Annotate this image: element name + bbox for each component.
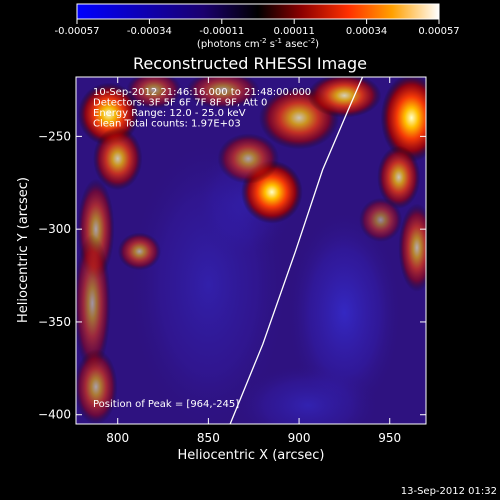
hot-region (185, 77, 260, 109)
hot-region (93, 127, 143, 191)
annotation-line: Detectors: 3F 5F 6F 7F 8F 9F, Att 0 (93, 98, 267, 109)
cool-region (235, 363, 381, 424)
solar-limb-curve (229, 77, 364, 424)
colorbar-ticks: -0.00057 -0.00034 -0.00011 0.00011 0.00034 0.… (55, 19, 460, 37)
colorbar: -0.00057 -0.00034 -0.00011 0.00011 0.00034 0.… (55, 3, 460, 50)
annotation-line: 10-Sep-2012 21:46:16.000 to 21:48:00.000 (93, 87, 311, 98)
hot-region (126, 77, 182, 109)
image-area (76, 77, 426, 424)
annotation-line: Energy Range: 12.0 - 25.0 keV (93, 108, 246, 119)
hot-regions (76, 77, 426, 424)
hot-region (398, 203, 426, 292)
annotation-line: Clean Total counts: 1.97E+03 (93, 119, 241, 130)
hot-region (76, 349, 118, 424)
colorbar-tick-label: 0.00057 (418, 26, 459, 37)
x-tick-label: 950 (378, 431, 401, 445)
timestamp: 13-Sep-2012 01:32 (400, 486, 497, 497)
hot-region (307, 77, 382, 118)
y-axis-title: Heliocentric Y (arcsec) (16, 177, 31, 323)
colorbar-tick-label: -0.00057 (55, 26, 100, 37)
image-annotations: 10-Sep-2012 21:46:16.000 to 21:48:00.000… (93, 87, 311, 130)
colorbar-tick-label: 0.00011 (274, 26, 315, 37)
y-tick-label: −250 (38, 129, 71, 143)
hot-region (377, 145, 421, 209)
hot-region (117, 232, 162, 271)
y-tick-label: −350 (38, 315, 71, 329)
colorbar-tick-label: -0.00034 (127, 26, 172, 37)
hot-region (217, 133, 280, 184)
colorbar-tick-label: 0.00034 (346, 26, 387, 37)
x-tick-label: 900 (288, 431, 311, 445)
y-tick-label: −400 (38, 408, 71, 422)
chart-title: Reconstructed RHESSI Image (133, 54, 367, 73)
hot-region (359, 197, 403, 242)
colorbar-unit-label: (photons cm-2 s-1 asec-2) (197, 37, 319, 50)
y-axis-ticks: −250 −300 −350 −400 (38, 129, 426, 422)
x-tick-label: 850 (197, 431, 220, 445)
plot-frame (75, 76, 427, 425)
hot-region (76, 234, 111, 373)
x-axis-ticks: 800 850 900 950 (106, 77, 401, 445)
colorbar-tick-label: -0.00011 (199, 26, 244, 37)
x-axis-title: Heliocentric X (arcsec) (178, 448, 325, 463)
hot-region (380, 77, 426, 162)
y-tick-label: −300 (38, 222, 71, 236)
x-tick-label: 800 (106, 431, 129, 445)
colorbar-gradient (76, 3, 440, 20)
peak-position-label: Position of Peak = [964,-245] (93, 399, 239, 410)
